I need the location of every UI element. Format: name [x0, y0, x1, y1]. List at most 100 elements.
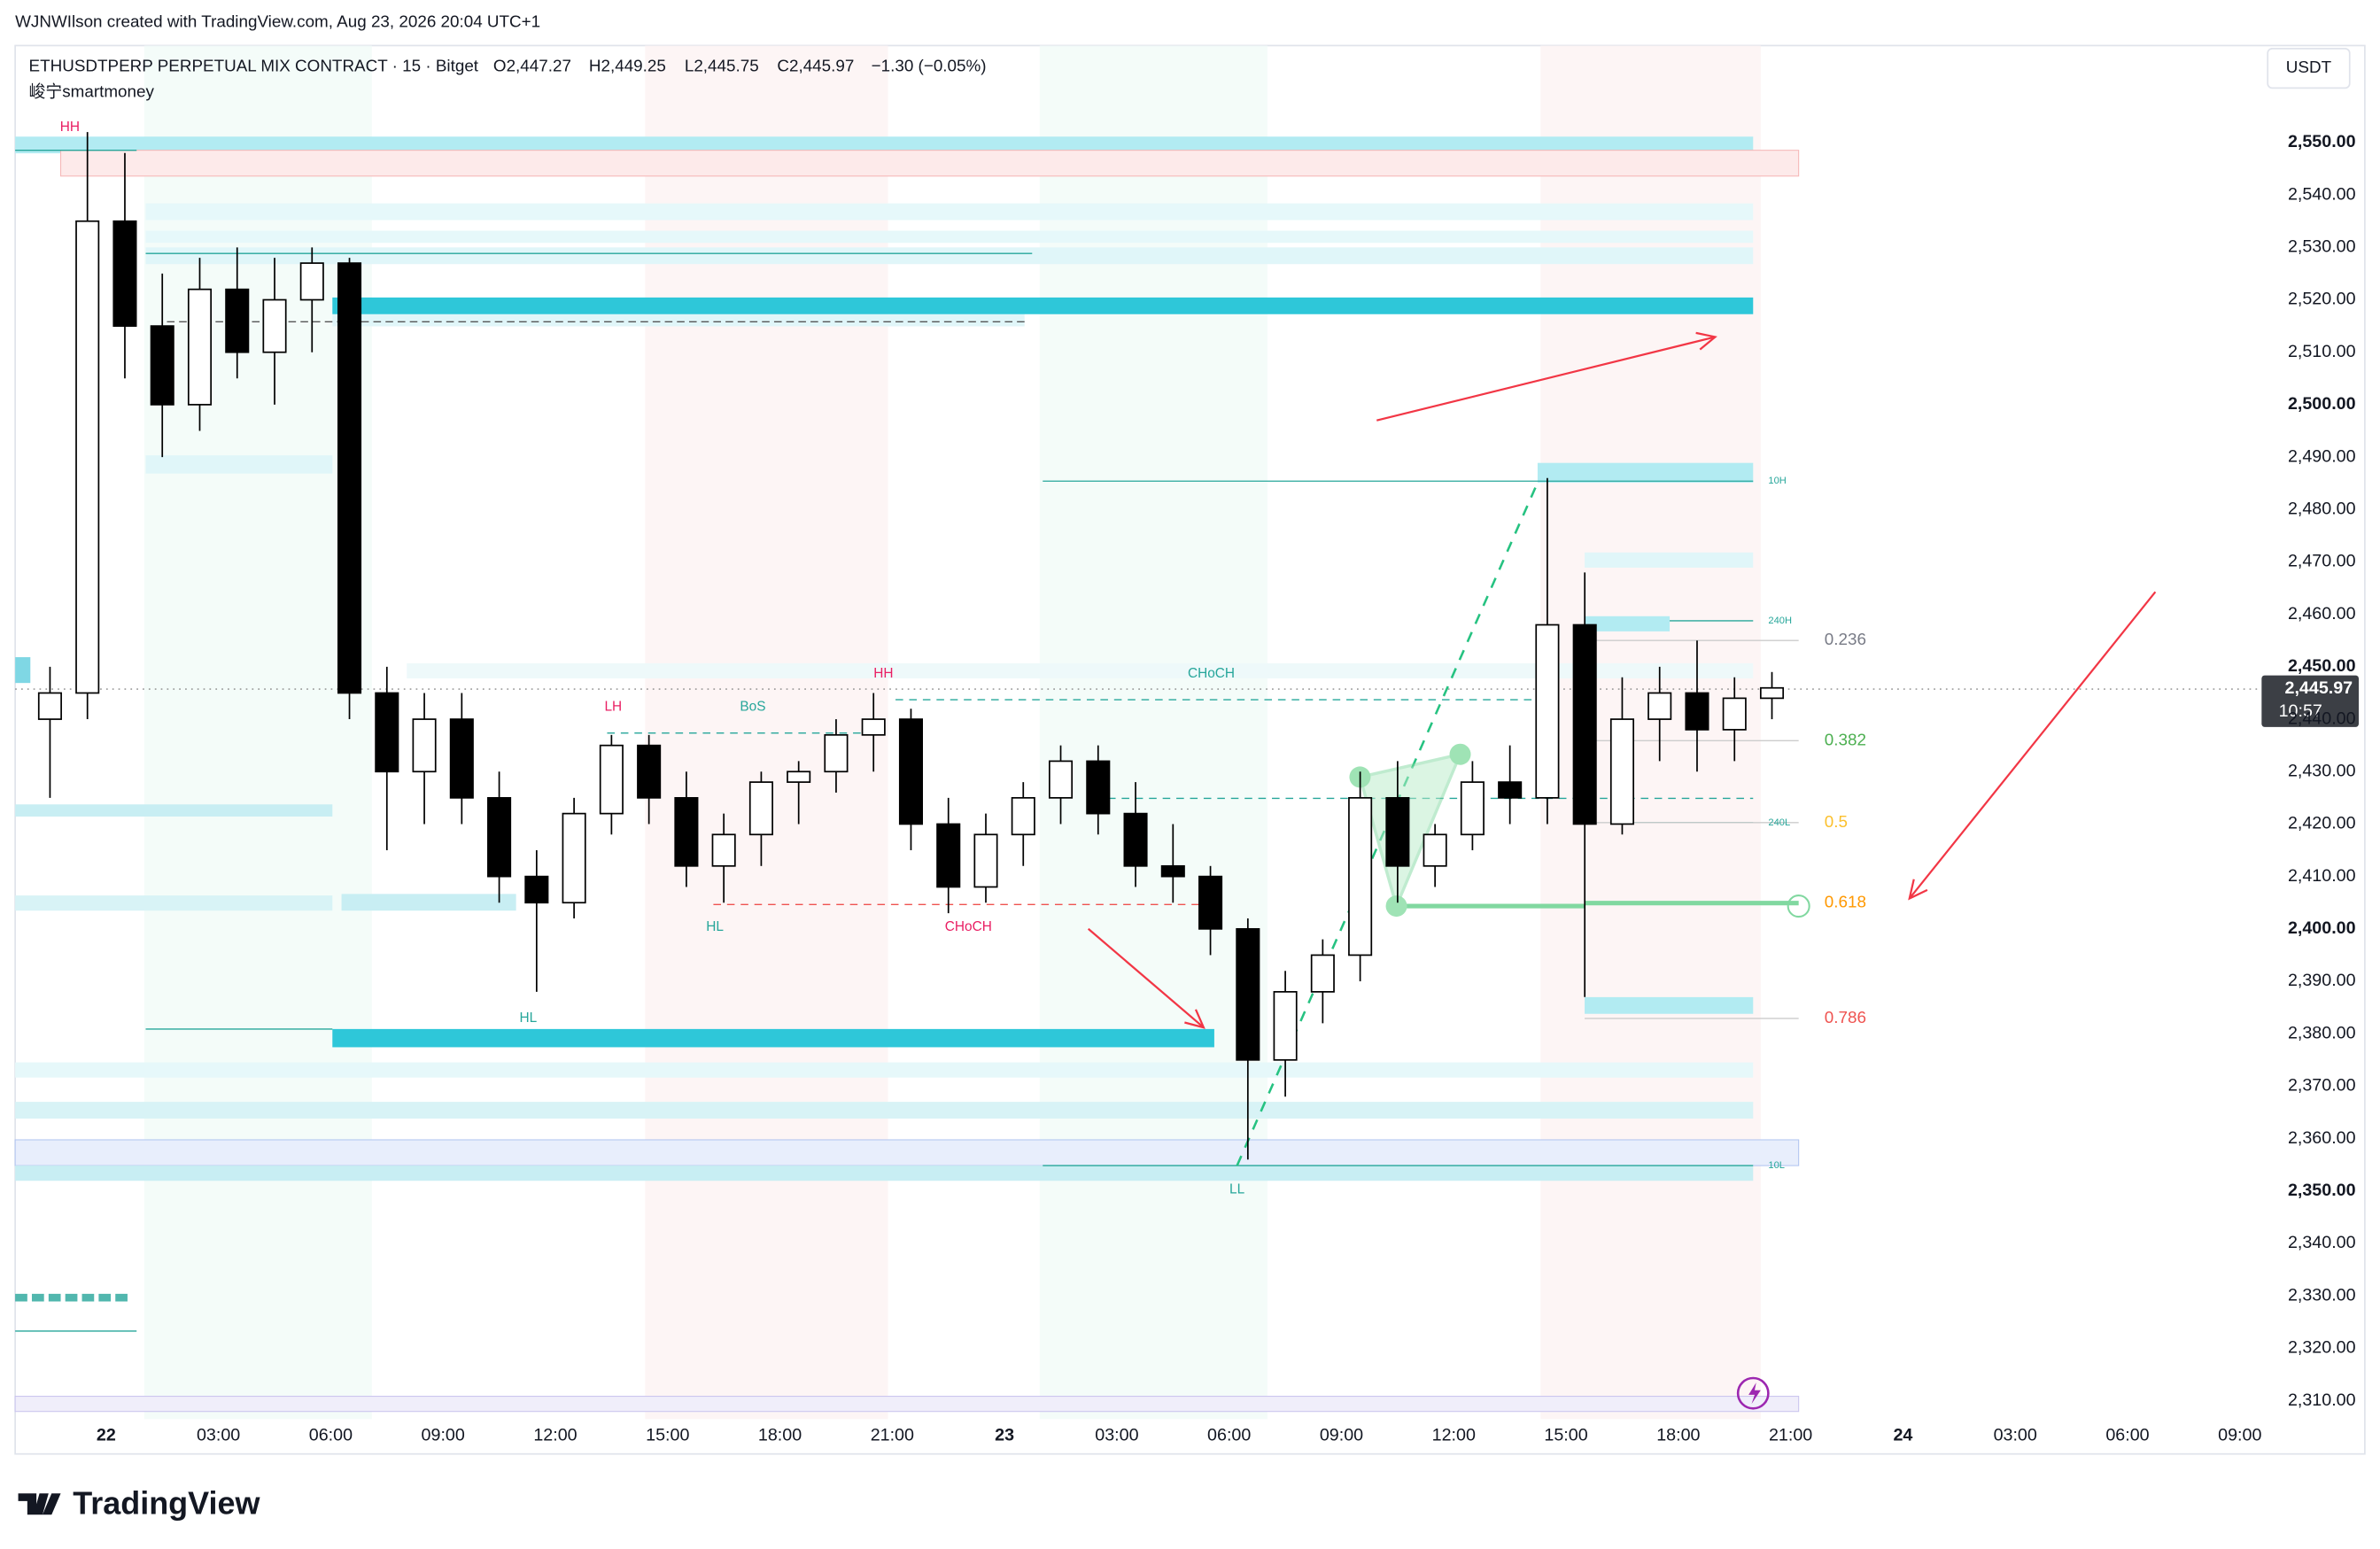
session-band: [143, 45, 372, 1420]
x-tick-label: 15:00: [1544, 1425, 1587, 1444]
x-tick-label: 24: [1893, 1425, 1912, 1444]
x-tick-label: 06:00: [1207, 1425, 1251, 1444]
candle-body: [1685, 692, 1709, 731]
y-tick-label: 2,310.00: [2288, 1390, 2356, 1410]
brand: TradingView: [73, 1484, 260, 1521]
x-tick-label: 21:00: [1769, 1425, 1812, 1444]
arrow-head: [1184, 1009, 1206, 1029]
candle-body: [562, 812, 586, 904]
fib-label: 0.382: [1825, 730, 1866, 748]
candle-body: [1572, 623, 1597, 825]
y-tick-label: 2,450.00: [2288, 656, 2356, 676]
y-tick-label: 2,470.00: [2288, 552, 2356, 571]
change: −1.30 (−0.05%): [872, 56, 987, 74]
zone: [15, 136, 1754, 154]
fib-label: 0.618: [1825, 893, 1866, 911]
zone: [145, 230, 1754, 244]
arrow: [1908, 591, 2157, 900]
x-tick-label: 03:00: [197, 1425, 240, 1444]
currency-button[interactable]: [2267, 48, 2351, 89]
candle-body: [225, 288, 250, 353]
annotation: HH: [60, 120, 80, 135]
y-tick-label: 2,480.00: [2288, 499, 2356, 518]
candle-body: [824, 733, 849, 773]
zone: [332, 297, 1754, 314]
level-label: 240L: [1768, 817, 1790, 828]
zone: [145, 455, 333, 474]
y-tick-label: 2,430.00: [2288, 761, 2356, 780]
x-tick-label: 06:00: [309, 1425, 353, 1444]
symbol: ETHUSDTPERP PERPETUAL MIX CONTRACT · 15 …: [29, 56, 479, 74]
y-tick-label: 2,510.00: [2288, 342, 2356, 361]
candle-body: [262, 298, 287, 353]
arrow: [1376, 336, 1716, 422]
candle-body: [112, 220, 137, 327]
annotation: CHoCH: [1188, 666, 1235, 681]
zone: [1585, 552, 1754, 568]
candle-body: [37, 692, 62, 720]
candle-body: [1123, 812, 1148, 867]
candle-body: [187, 288, 213, 406]
candle-body: [973, 833, 998, 888]
y-tick-label: 2,360.00: [2288, 1128, 2356, 1148]
high: H2,449.25: [589, 56, 666, 74]
price-label: 2,445.97: [2285, 678, 2353, 698]
candle-body: [787, 771, 811, 783]
candle-body: [898, 718, 924, 825]
y-tick-label: 2,530.00: [2288, 237, 2356, 257]
x-tick-label: 18:00: [758, 1425, 802, 1444]
zone: [332, 1028, 1214, 1048]
candle-body: [524, 875, 549, 904]
y-tick-label: 2,350.00: [2288, 1181, 2356, 1200]
x-tick-label: 09:00: [1320, 1425, 1363, 1444]
candle-body: [711, 833, 736, 867]
zone: [15, 1062, 1754, 1078]
zone: [341, 894, 516, 911]
y-tick-label: 2,540.00: [2288, 184, 2356, 204]
candle-body: [449, 718, 474, 799]
level-label: 10L: [1768, 1160, 1785, 1171]
candle-body: [748, 781, 773, 836]
currency[interactable]: USDT: [2286, 58, 2332, 76]
zone: [15, 1102, 1754, 1119]
y-tick-label: 2,520.00: [2288, 290, 2356, 309]
candle-body: [1759, 686, 1785, 700]
zone: [407, 662, 1754, 679]
annotation: HL: [519, 1011, 537, 1026]
candle-body: [1385, 796, 1410, 867]
alert-icon[interactable]: [1736, 1376, 1770, 1410]
zone: [332, 314, 1025, 327]
y-tick-label: 2,320.00: [2288, 1338, 2356, 1358]
candle-body: [1048, 760, 1074, 799]
y-tick-label: 2,490.00: [2288, 446, 2356, 466]
credit: WJNWIlson created with TradingView.com, …: [15, 12, 540, 31]
candle-body: [1423, 833, 1447, 867]
level-label: 10H: [1768, 476, 1786, 486]
zone: [14, 1139, 1800, 1166]
bolt: [1748, 1382, 1761, 1405]
session-band: [1039, 45, 1268, 1420]
open: O2,447.27: [493, 56, 571, 74]
session-band: [645, 45, 888, 1420]
candle-body: [1535, 623, 1560, 799]
annotation: BoS: [740, 700, 765, 715]
zone: [15, 657, 31, 684]
y-tick-label: 2,500.00: [2288, 394, 2356, 414]
candle-body: [1498, 781, 1523, 799]
arrow-head: [1695, 331, 1717, 351]
candle-body: [1236, 927, 1260, 1061]
candle-body: [299, 262, 324, 301]
close: C2,445.97: [777, 56, 854, 74]
x-tick-label: 23: [995, 1425, 1014, 1444]
arrow: [1087, 927, 1205, 1029]
x-tick-label: 03:00: [1994, 1425, 2037, 1444]
x-tick-label: 09:00: [422, 1425, 465, 1444]
candle-body: [1722, 697, 1747, 731]
y-tick-label: 2,370.00: [2288, 1076, 2356, 1096]
x-tick-label: 22: [97, 1425, 116, 1444]
y-tick-label: 2,330.00: [2288, 1285, 2356, 1305]
y-tick-label: 2,550.00: [2288, 132, 2356, 151]
y-tick-label: 2,460.00: [2288, 604, 2356, 623]
zone: [1585, 996, 1754, 1014]
